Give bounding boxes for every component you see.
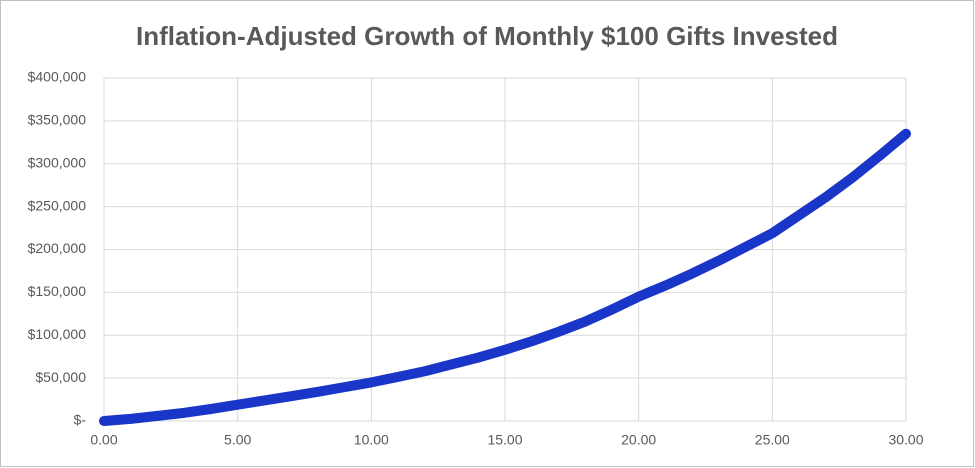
y-tick-label: $-: [74, 412, 87, 428]
x-tick-label: 15.00: [487, 432, 522, 448]
x-tick-label: 5.00: [224, 432, 251, 448]
x-tick-label: 25.00: [755, 432, 790, 448]
y-tick-label: $400,000: [28, 69, 87, 85]
data-line: [99, 128, 911, 426]
y-tick-label: $250,000: [28, 197, 87, 213]
y-tick-label: $100,000: [28, 326, 87, 342]
y-tick-label: $200,000: [28, 240, 87, 256]
y-tick-label: $150,000: [28, 283, 87, 299]
y-tick-label: $50,000: [35, 369, 86, 385]
y-tick-label: $300,000: [28, 154, 87, 170]
chart-title: Inflation-Adjusted Growth of Monthly $10…: [136, 21, 838, 51]
x-tick-label: 30.00: [888, 432, 923, 448]
x-tick-label: 0.00: [90, 432, 117, 448]
y-tick-label: $350,000: [28, 112, 87, 128]
x-tick-label: 20.00: [621, 432, 656, 448]
x-tick-label: 10.00: [354, 432, 389, 448]
